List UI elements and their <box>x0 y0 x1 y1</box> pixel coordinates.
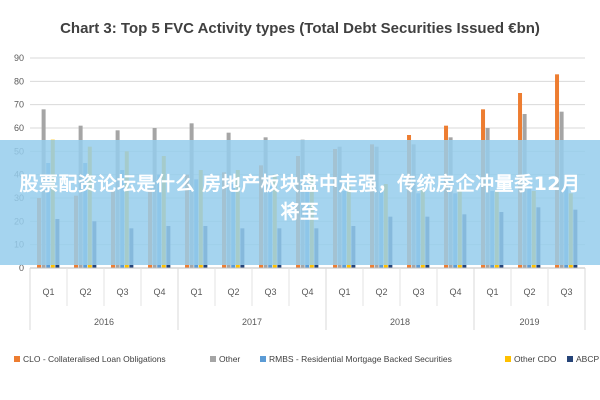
x-tick-label: Q2 <box>375 287 387 297</box>
x-tick-label: Q2 <box>227 287 239 297</box>
legend-swatch <box>505 356 511 362</box>
legend-label: RMBS - Residential Mortgage Backed Secur… <box>269 354 452 364</box>
x-tick-label: Q4 <box>449 287 461 297</box>
x-tick-label: Q1 <box>42 287 54 297</box>
legend-label: ABCP <box>576 354 599 364</box>
chart-title: Chart 3: Top 5 FVC Activity types (Total… <box>60 20 540 37</box>
x-tick-label: Q3 <box>560 287 572 297</box>
legend-swatch <box>14 356 20 362</box>
legend-swatch <box>210 356 216 362</box>
overlay-banner: 股票配资论坛是什么 房地产板块盘中走强，传统房企冲量季12月将至 <box>0 140 600 265</box>
overlay-headline[interactable]: 股票配资论坛是什么 房地产板块盘中走强，传统房企冲量季12月将至 <box>19 173 581 223</box>
x-tick-label: Q3 <box>412 287 424 297</box>
x-tick-label: Q3 <box>116 287 128 297</box>
y-tick-label: 90 <box>14 53 24 63</box>
legend-label: Other CDO <box>514 354 557 364</box>
legend-swatch <box>567 356 573 362</box>
x-tick-label: Q2 <box>79 287 91 297</box>
year-label: 2018 <box>390 317 410 327</box>
x-tick-label: Q1 <box>338 287 350 297</box>
year-label: 2019 <box>519 317 539 327</box>
x-tick-label: Q1 <box>190 287 202 297</box>
legend-swatch <box>260 356 266 362</box>
year-label: 2016 <box>94 317 114 327</box>
x-tick-label: Q1 <box>486 287 498 297</box>
legend-label: CLO - Collateralised Loan Obligations <box>23 354 166 364</box>
year-label: 2017 <box>242 317 262 327</box>
x-tick-label: Q4 <box>301 287 313 297</box>
x-tick-label: Q2 <box>523 287 535 297</box>
y-tick-label: 60 <box>14 123 24 133</box>
legend-label: Other <box>219 354 240 364</box>
y-tick-label: 70 <box>14 100 24 110</box>
x-tick-label: Q4 <box>153 287 165 297</box>
y-tick-label: 0 <box>19 263 24 273</box>
x-axis: Q1 Q2 Q3 Q4 Q1 Q2 Q3 Q4 Q1 Q2 Q3 Q4 Q1 Q2 Q3 2016 2017 20… <box>29 267 586 330</box>
y-tick-label: 80 <box>14 76 24 86</box>
legend: CLO - Collateralised Loan Obligations Oth… <box>14 354 599 364</box>
x-tick-label: Q3 <box>264 287 276 297</box>
